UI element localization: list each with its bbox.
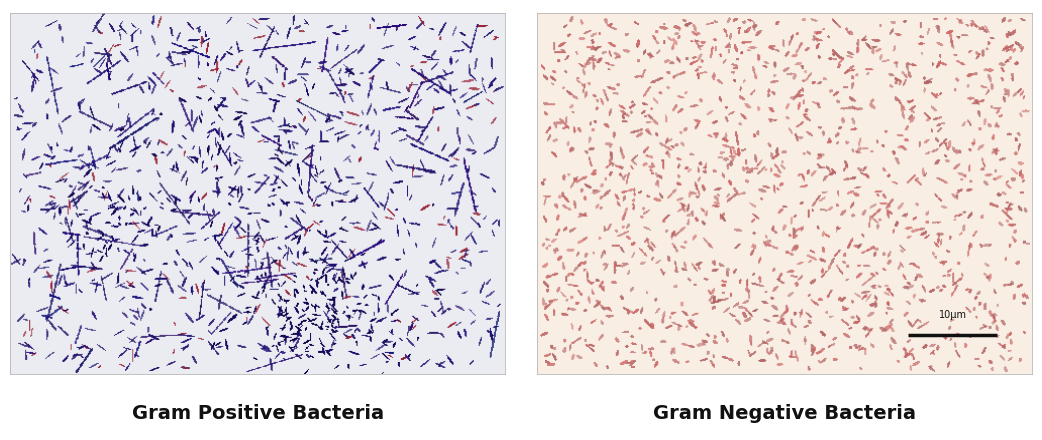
Text: Gram Negative Bacteria: Gram Negative Bacteria	[652, 404, 916, 423]
Text: Gram Positive Bacteria: Gram Positive Bacteria	[132, 404, 383, 423]
Text: 10μm: 10μm	[939, 310, 967, 320]
